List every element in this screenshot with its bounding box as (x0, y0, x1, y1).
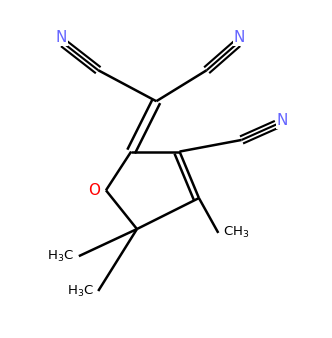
Text: CH$_3$: CH$_3$ (223, 225, 249, 240)
Text: N: N (56, 30, 67, 45)
Text: H$_3$C: H$_3$C (67, 284, 94, 298)
Text: N: N (277, 113, 288, 128)
Text: N: N (234, 30, 245, 45)
Text: H$_3$C: H$_3$C (47, 248, 74, 264)
Text: O: O (88, 183, 100, 198)
